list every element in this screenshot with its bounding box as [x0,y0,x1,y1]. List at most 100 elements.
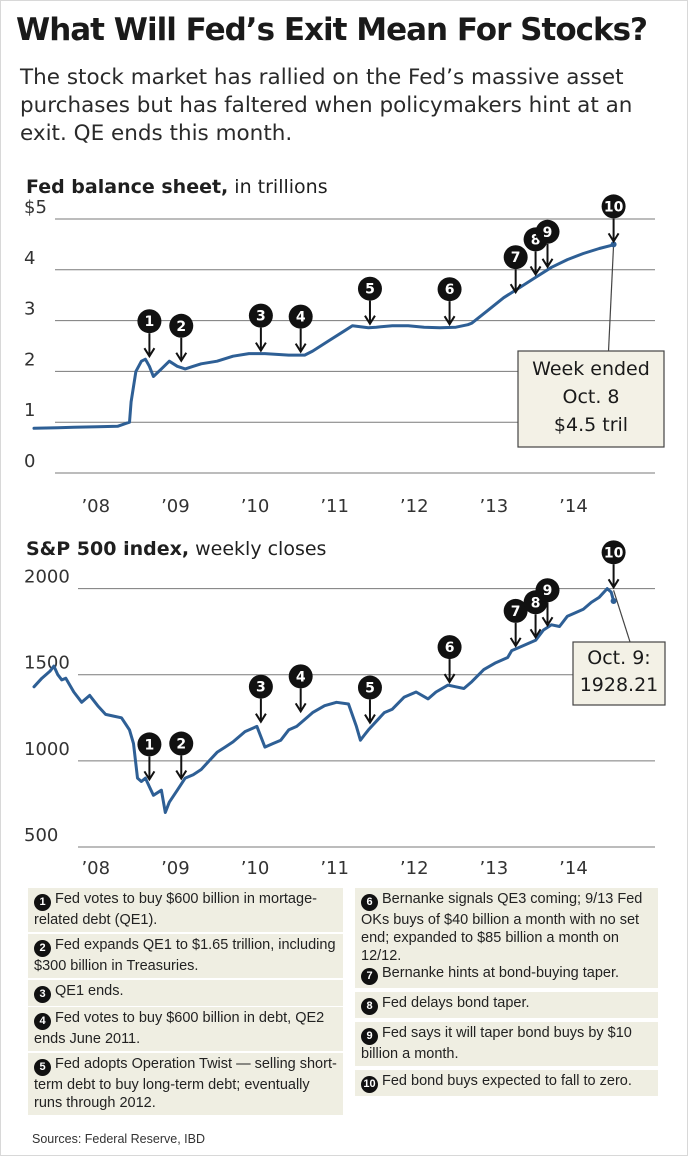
x-tick-label: ’12 [400,858,429,879]
note-number-badge: 9 [361,1028,378,1045]
marker-arrow-head [443,315,456,327]
marker-circle [357,276,382,301]
marker-arrow-head [529,265,542,277]
x-tick-label: ’11 [320,858,349,879]
x-tick-label: ’09 [161,858,190,879]
event-marker: 9 [535,219,560,269]
event-marker: 6 [437,277,462,327]
marker-arrow-head [255,342,267,353]
marker-circle [535,219,560,244]
marker-circle [437,277,462,302]
note-text: Fed votes to buy $600 billion in debt, Q… [34,1010,325,1047]
y-tick-label: 3 [24,299,35,320]
marker-circle [169,313,194,338]
marker-number: 8 [531,595,541,611]
note-number-badge: 8 [361,998,378,1015]
note-item: 3 QE1 ends. [28,980,343,1006]
note-item: 8 Fed delays bond taper. [355,992,658,1018]
callout-box [517,350,665,448]
x-tick-label: ’14 [559,858,588,879]
marker-number: 5 [365,282,375,298]
chart-title: Fed balance sheet, in trillions [26,176,328,198]
callout-text: Week ended [532,358,650,380]
series-end-point [610,241,617,248]
marker-arrow-head [529,628,542,640]
note-text: Fed says it will taper bond buys by $10 … [361,1025,632,1062]
marker-number: 9 [543,583,553,599]
marker-circle [288,304,313,329]
note-item: 9 Fed says it will taper bond buys by $10… [355,1022,658,1066]
marker-arrow-head [143,770,156,782]
marker-circle [357,675,382,700]
x-tick-label: ’12 [400,496,429,517]
callout-leader [607,244,615,352]
chart-title-bold: Fed balance sheet, [26,176,228,198]
callout-box [572,641,666,706]
note-text: Bernanke hints at bond-buying taper. [382,965,619,981]
page-subtitle: The stock market has rallied on the Fed’… [20,65,633,146]
fed-balance-sheet-chart: Fed balance sheet, in trillions 0 1 2 3 4 $5 ’0… [24,176,665,517]
x-tick-label: ’08 [81,496,110,517]
marker-arrow-head [541,616,554,628]
marker-number: 6 [445,282,455,298]
marker-number: 3 [256,680,266,696]
marker-number: 5 [365,681,375,697]
event-marker: 7 [503,598,528,648]
callout-leader [613,590,631,643]
marker-arrow-head [509,283,522,295]
marker-number: 10 [604,199,624,215]
y-tick-label: 0 [24,451,35,472]
callout-text: Oct. 9: [587,647,650,669]
event-marker: 10 [601,540,626,590]
chart-title-bold: S&P 500 index, [26,538,189,560]
event-marker: 10 [601,194,626,244]
marker-number: 1 [145,314,155,330]
callout-text: Oct. 8 [562,386,619,408]
series-line [32,242,616,430]
note-item: 10 Fed bond buys expected to fall to zero… [355,1070,658,1096]
note-number-badge: 1 [34,894,51,911]
marker-circle [601,194,626,219]
note-text: Bernanke signals QE3 coming; 9/13 Fed OK… [361,891,643,964]
marker-arrow-head [607,578,620,590]
note-item: 6 Bernanke signals QE3 coming; 9/13 Fed O… [355,888,658,968]
x-tick-label: ’14 [559,496,588,517]
marker-circle [601,540,626,565]
marker-number: 8 [531,232,541,248]
event-marker: 2 [169,731,194,781]
note-item: 5 Fed adopts Operation Twist — selling sh… [28,1053,343,1115]
y-tick-label: 2 [24,349,35,370]
note-number-badge: 6 [361,894,378,911]
x-tick-label: ’11 [320,496,349,517]
note-item: 4 Fed votes to buy $600 billion in debt, … [28,1007,343,1051]
chart-title: S&P 500 index, weekly closes [26,538,326,560]
callout-text: 1928.21 [580,674,659,696]
note-number-badge: 2 [34,940,51,957]
series-end-point [610,597,617,604]
marker-number: 1 [145,737,155,753]
sp500-chart: S&P 500 index, weekly closes 500 1000 1500 2… [24,538,666,879]
y-tick-label: $5 [24,197,47,218]
marker-arrow-head [294,702,307,714]
marker-circle [535,578,560,603]
x-tick-label: ’08 [81,858,110,879]
marker-number: 2 [176,319,186,335]
note-number-badge: 10 [361,1076,378,1093]
note-number-badge: 4 [34,1013,51,1030]
note-text: Fed expands QE1 to $1.65 trillion, inclu… [34,937,336,974]
event-marker: 6 [437,635,462,684]
event-marker: 3 [248,674,273,724]
note-text: QE1 ends. [55,983,124,999]
note-text: Fed bond buys expected to fall to zero. [382,1073,632,1089]
notes-legend: 1 Fed votes to buy $600 billion in mortag… [28,888,658,1128]
marker-number: 6 [445,640,455,656]
x-tick-label: ’13 [480,496,509,517]
event-marker: 4 [288,664,313,714]
marker-arrow-head [143,347,156,359]
y-tick-label: 1000 [24,739,70,760]
marker-arrow-head [443,673,456,684]
marker-circle [437,635,462,660]
event-marker: 1 [137,732,162,782]
note-number-badge: 5 [34,1059,51,1076]
marker-arrow-head [364,315,376,326]
